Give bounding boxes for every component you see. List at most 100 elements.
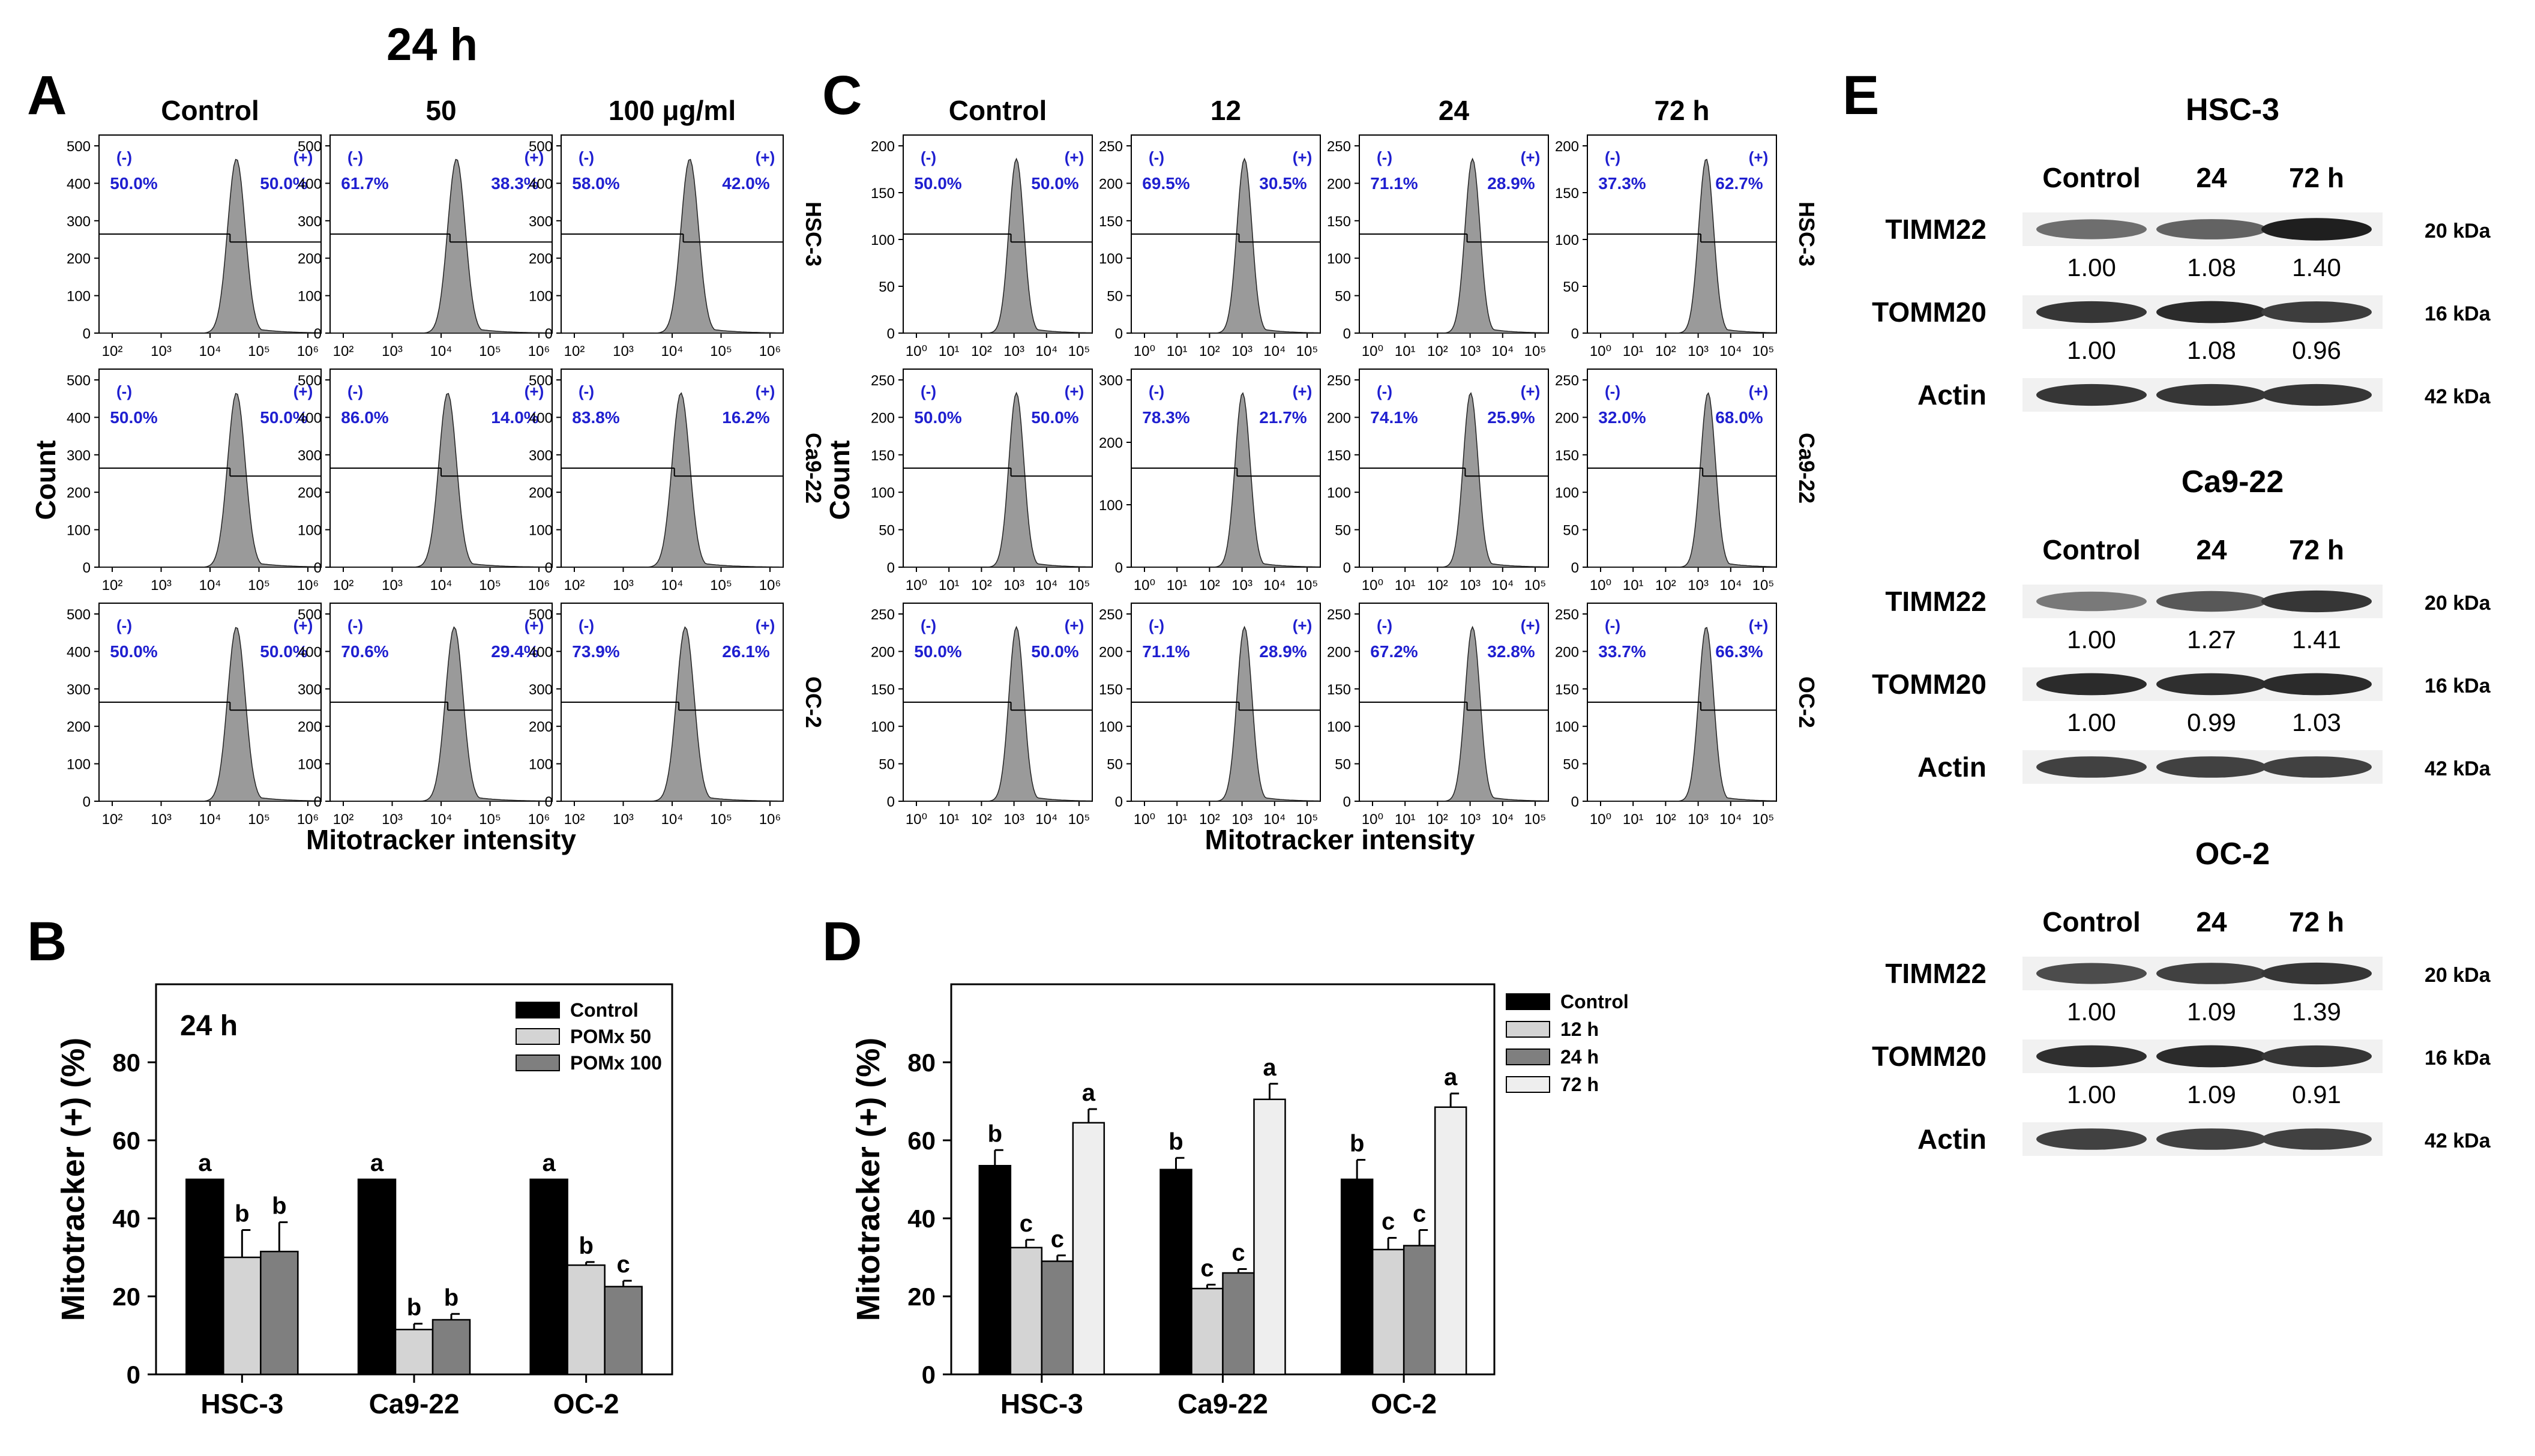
x-tick-label: 10⁵ bbox=[1296, 343, 1319, 359]
gate-positive-percent: 29.4% bbox=[491, 642, 538, 661]
x-tick-label: 10² bbox=[971, 811, 992, 828]
histogram-peak bbox=[100, 393, 320, 568]
gate-negative-label: (-) bbox=[1605, 148, 1620, 166]
gate-negative-percent: 50.0% bbox=[914, 174, 961, 193]
y-tick-label: 250 bbox=[1555, 373, 1579, 389]
gate-negative-percent: 70.6% bbox=[341, 642, 388, 661]
y-tick-label: 250 bbox=[871, 373, 895, 389]
x-tick-label: 10³ bbox=[1460, 343, 1481, 359]
y-tick-label: 500 bbox=[67, 607, 91, 623]
gate-positive-percent: 50.0% bbox=[1031, 408, 1078, 427]
protein-label: TIMM22 bbox=[1885, 214, 1986, 245]
gate-positive-label: (+) bbox=[1065, 382, 1084, 400]
gate-negative-label: (-) bbox=[579, 148, 594, 166]
protein-label: TOMM20 bbox=[1872, 1041, 1986, 1072]
bar bbox=[1340, 1178, 1374, 1376]
gate-negative-label: (-) bbox=[1377, 148, 1392, 166]
histogram-peak bbox=[1361, 625, 1548, 802]
x-tick-label: 10⁴ bbox=[661, 343, 683, 359]
molecular-weight-label: 20 kDa bbox=[2425, 592, 2491, 615]
gate-negative-percent: 71.1% bbox=[1142, 642, 1189, 661]
gate-positive-percent: 38.3% bbox=[491, 174, 538, 193]
histogram-cell: 0 50 100 150 200 250 10⁰ 10¹ 10² 10³ 10⁴ 10⁵ (-) (+) 6… bbox=[1099, 134, 1321, 359]
column-header: 24 bbox=[1439, 95, 1470, 126]
histogram-cell: 0 50 100 150 200 250 10⁰ 10¹ 10² 10³ 10⁴ 10⁵ (-) (+) 3… bbox=[1555, 603, 1777, 828]
x-tick-label: 10³ bbox=[382, 811, 403, 828]
y-tick-label: 250 bbox=[1099, 607, 1123, 623]
y-tick-label: 200 bbox=[298, 485, 322, 501]
x-tick-label: 10⁴ bbox=[661, 811, 683, 828]
blot-band bbox=[2036, 591, 2147, 612]
row-label: HSC-3 bbox=[1794, 202, 1819, 266]
bar bbox=[223, 1256, 262, 1376]
y-axis-label: Mitotracker (+) (%) bbox=[850, 1038, 886, 1322]
significance-letter: a bbox=[543, 1150, 556, 1176]
bar bbox=[1072, 1122, 1105, 1376]
x-tick-label: 10⁰ bbox=[906, 343, 927, 359]
x-tick-label: 10³ bbox=[1460, 811, 1481, 828]
x-tick-label: 10⁵ bbox=[1752, 577, 1775, 594]
x-tick-label: 10³ bbox=[613, 811, 634, 828]
y-tick-label: 100 bbox=[871, 485, 895, 501]
y-tick-label: 200 bbox=[1099, 435, 1123, 451]
band-quantification: 1.00 bbox=[2067, 1080, 2116, 1109]
blot-band bbox=[2261, 384, 2372, 406]
y-tick-label: 0 bbox=[545, 560, 553, 576]
y-tick-label: 40 bbox=[112, 1205, 140, 1233]
y-tick-label: 200 bbox=[1099, 176, 1123, 192]
blot-band bbox=[2261, 301, 2372, 323]
y-tick-label: 100 bbox=[1099, 498, 1123, 514]
y-tick-label: 20 bbox=[907, 1283, 936, 1311]
y-tick-label: 0 bbox=[314, 326, 322, 342]
band-quantification: 1.00 bbox=[2067, 997, 2116, 1026]
blot-cell-line: HSC-3 bbox=[2186, 92, 2279, 127]
x-tick-label: 10⁰ bbox=[1134, 577, 1155, 594]
x-tick-label: 10³ bbox=[1231, 577, 1252, 594]
gate-positive-label: (+) bbox=[293, 616, 313, 634]
gate-negative-label: (-) bbox=[579, 382, 594, 400]
histogram-cell: 0 100 200 300 400 500 10² 10³ 10⁴ 10⁵ 10⁶ (-) (+) 61.… bbox=[298, 134, 553, 359]
y-tick-label: 0 bbox=[314, 794, 322, 810]
significance-letter: a bbox=[370, 1150, 384, 1176]
y-tick-label: 150 bbox=[1555, 448, 1579, 464]
y-tick-label: 200 bbox=[1327, 644, 1351, 660]
x-tick-label: 10³ bbox=[1003, 343, 1024, 359]
significance-letter: b bbox=[988, 1121, 1002, 1147]
y-tick-label: 250 bbox=[1555, 607, 1579, 623]
gate-positive-percent: 25.9% bbox=[1487, 408, 1535, 427]
y-tick-label: 500 bbox=[529, 139, 553, 155]
x-tick-label: 10² bbox=[1427, 577, 1448, 594]
gate-positive-percent: 28.9% bbox=[1259, 642, 1307, 661]
x-tick-label: 10¹ bbox=[1395, 811, 1416, 828]
y-tick-label: 400 bbox=[529, 644, 553, 660]
y-tick-label: 0 bbox=[1343, 560, 1351, 576]
histogram-peak bbox=[1132, 157, 1320, 334]
x-tick-label: 10¹ bbox=[939, 811, 960, 828]
histogram-peak bbox=[331, 626, 552, 802]
y-tick-label: 80 bbox=[907, 1048, 936, 1077]
histogram-peak bbox=[904, 157, 1092, 334]
x-tick-label: 10¹ bbox=[1395, 343, 1416, 359]
x-tick-label: 10¹ bbox=[1395, 577, 1416, 594]
histogram-peak bbox=[1589, 627, 1776, 802]
blot-band bbox=[2156, 963, 2267, 984]
category-label: HSC-3 bbox=[200, 1388, 283, 1419]
row-label: Ca9-22 bbox=[1794, 433, 1819, 504]
significance-letter: b bbox=[579, 1233, 593, 1259]
gate-negative-percent: 78.3% bbox=[1142, 408, 1189, 427]
blot-band bbox=[2036, 219, 2147, 239]
gate-negative-percent: 50.0% bbox=[914, 642, 961, 661]
y-tick-label: 200 bbox=[1327, 410, 1351, 426]
x-tick-label: 10⁵ bbox=[710, 343, 732, 359]
histogram-peak bbox=[904, 625, 1092, 802]
gate-negative-label: (-) bbox=[921, 382, 936, 400]
y-tick-label: 200 bbox=[1555, 139, 1579, 155]
x-tick-label: 10⁵ bbox=[479, 811, 501, 828]
y-tick-label: 300 bbox=[529, 214, 553, 230]
column-header: Control bbox=[949, 95, 1047, 126]
legend-label: 12 h bbox=[1560, 1018, 1599, 1040]
x-tick-label: 10⁰ bbox=[906, 811, 927, 828]
y-tick-label: 150 bbox=[1099, 682, 1123, 698]
protein-label: Actin bbox=[1917, 751, 1986, 783]
bar bbox=[185, 1178, 224, 1376]
